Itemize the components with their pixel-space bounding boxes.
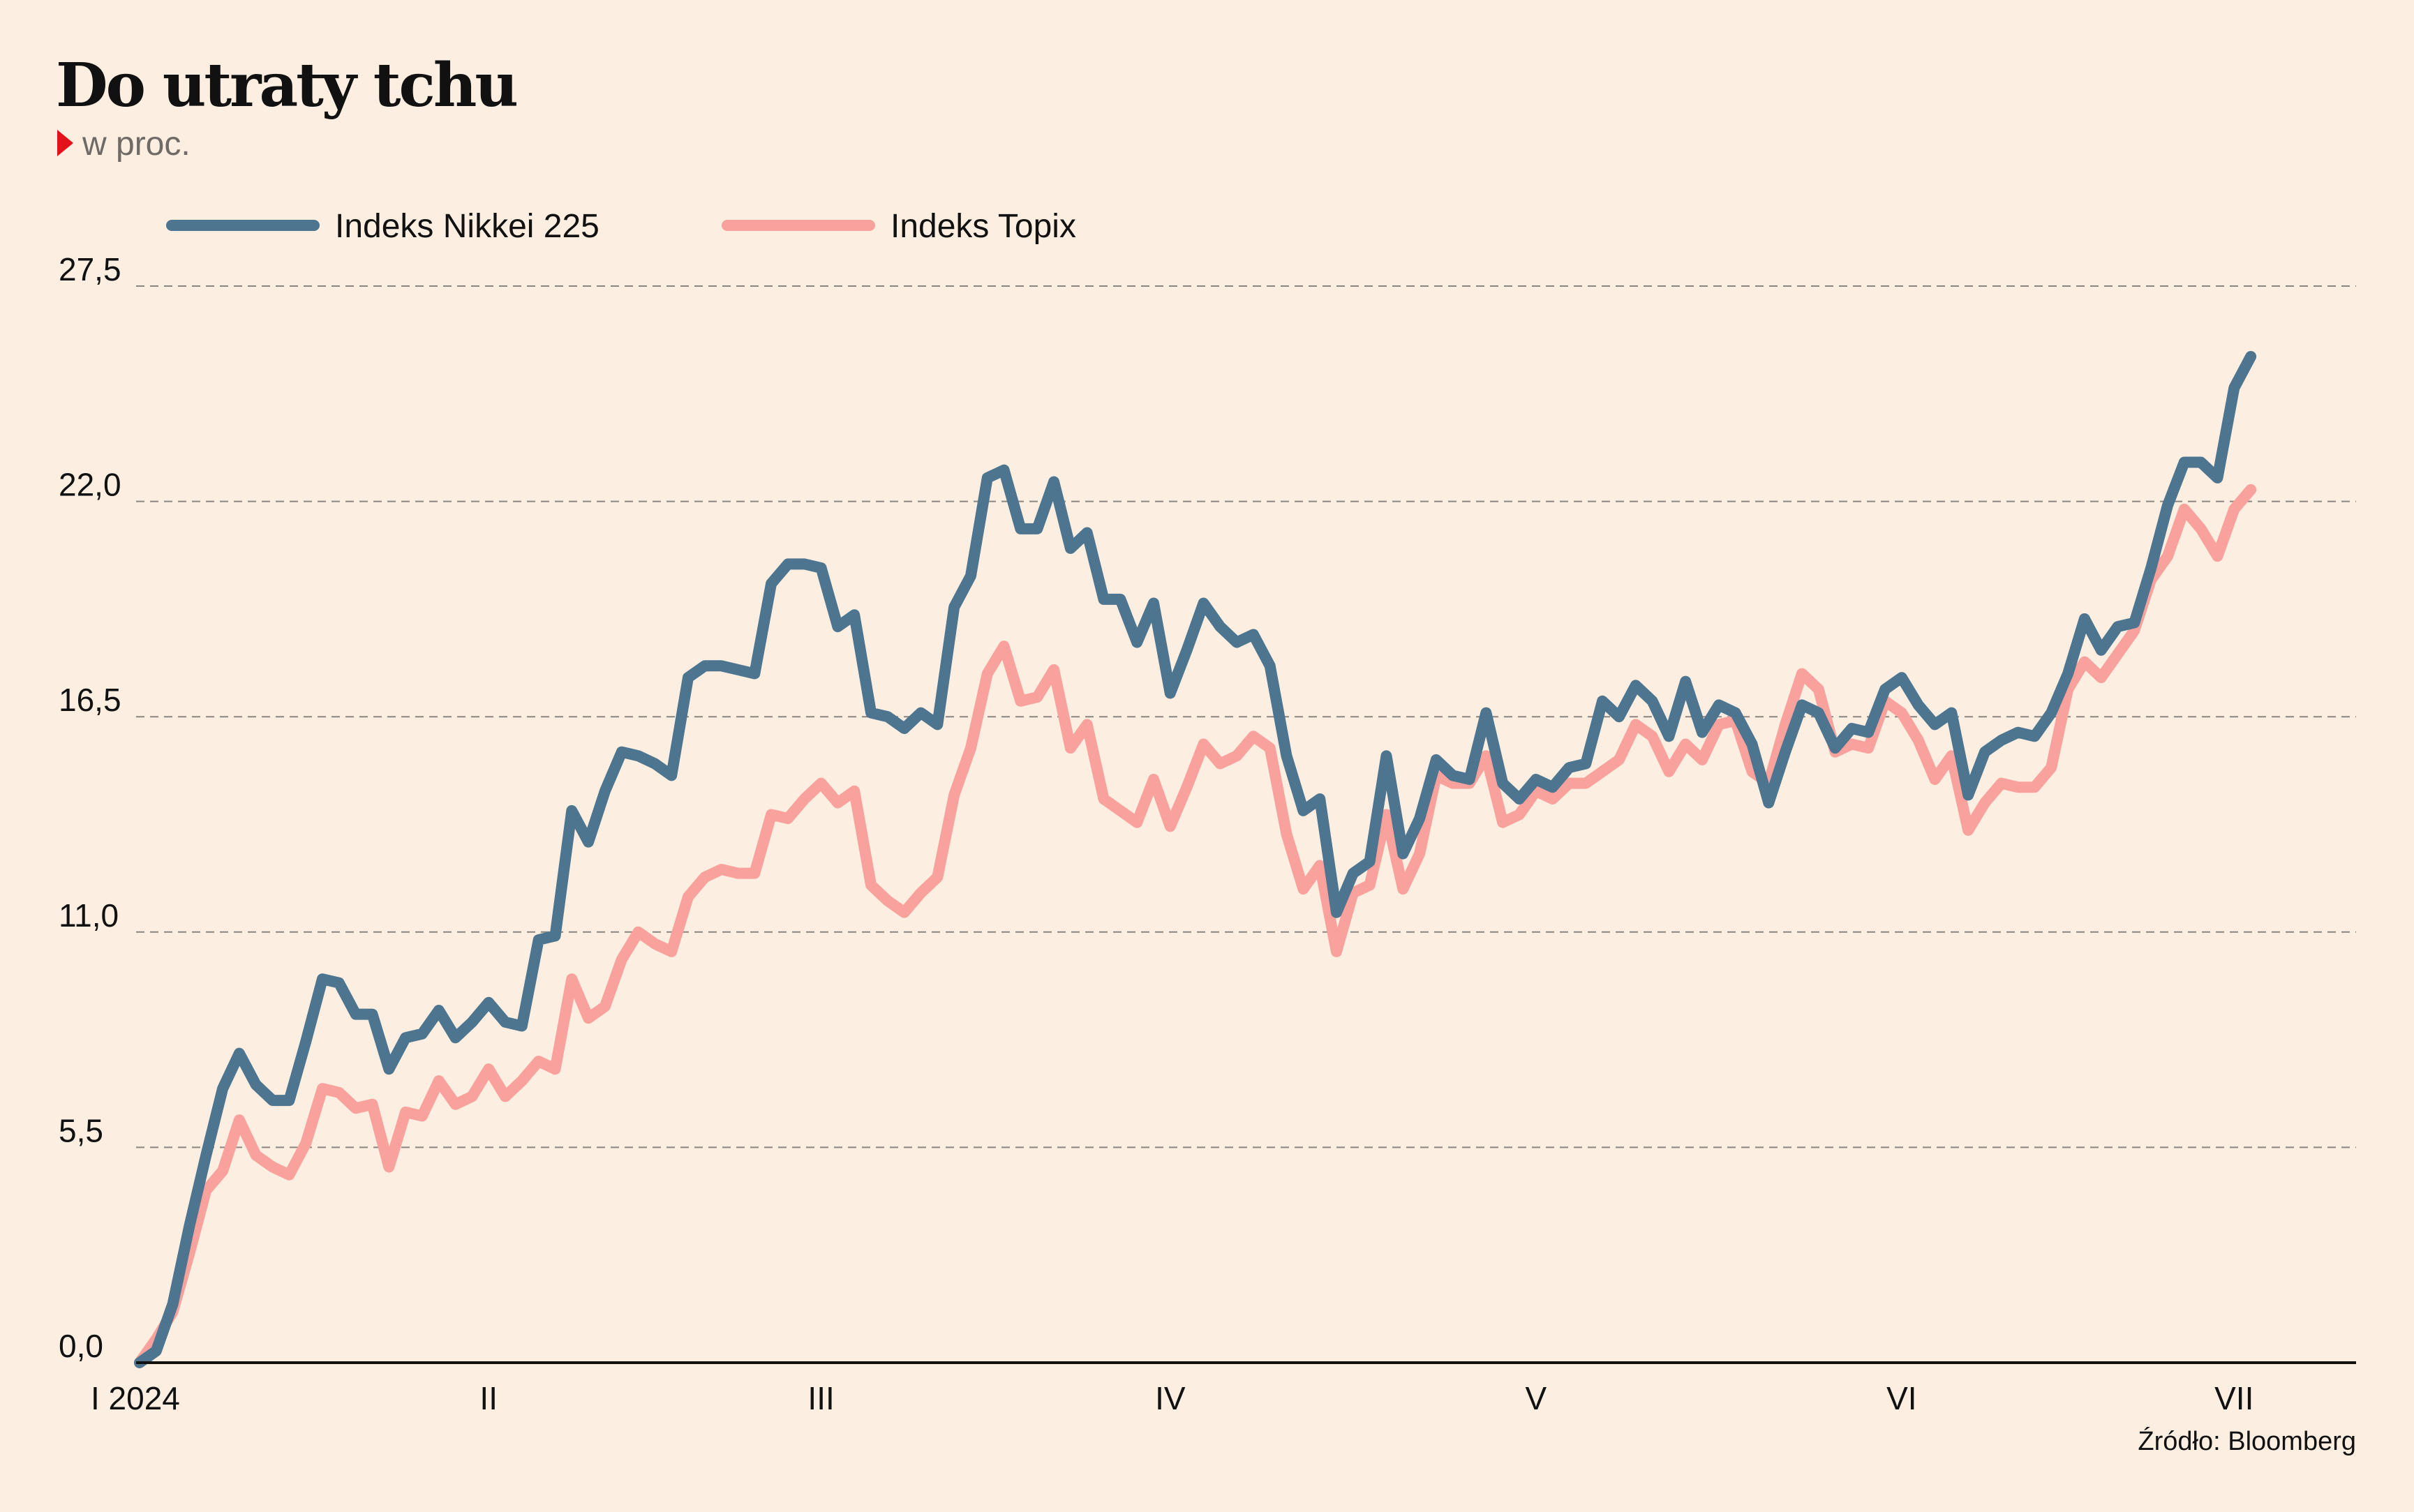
legend: Indeks Nikkei 225 Indeks Topix (166, 208, 1076, 245)
y-tick-label: 11,0 (59, 897, 119, 934)
x-tick-label: VI (1886, 1380, 1916, 1416)
series-line-nikkei (134, 351, 2257, 1368)
x-tick-labels: I 2024 II III IV V VI VII (91, 1380, 2253, 1416)
x-tick-label: III (807, 1380, 834, 1416)
chart-subtitle: w proc. (82, 126, 191, 163)
x-tick-label: VII (2214, 1380, 2253, 1416)
x-tick-label: V (1525, 1380, 1547, 1416)
y-tick-label: 16,5 (59, 682, 121, 718)
y-tick-label: 27,5 (59, 251, 121, 287)
legend-label-topix: Indeks Topix (891, 208, 1076, 245)
legend-label-nikkei: Indeks Nikkei 225 (335, 208, 599, 245)
subtitle-marker-icon (57, 130, 73, 156)
series-layer (134, 351, 2257, 1368)
grid-layer (136, 285, 2356, 1148)
source-note: Źródło: Bloomberg (2138, 1426, 2356, 1456)
x-tick-label: II (479, 1380, 498, 1416)
chart-title: Do utraty tchu (56, 50, 516, 121)
y-tick-labels: 0,0 5,5 11,0 16,5 22,0 27,5 (59, 251, 121, 1364)
y-tick-label: 5,5 (59, 1112, 103, 1148)
x-tick-label: IV (1155, 1380, 1186, 1416)
x-tick-label: I 2024 (91, 1380, 180, 1416)
y-tick-label: 0,0 (59, 1328, 103, 1364)
y-tick-label: 22,0 (59, 467, 121, 503)
series-line-topix (134, 484, 2257, 1368)
